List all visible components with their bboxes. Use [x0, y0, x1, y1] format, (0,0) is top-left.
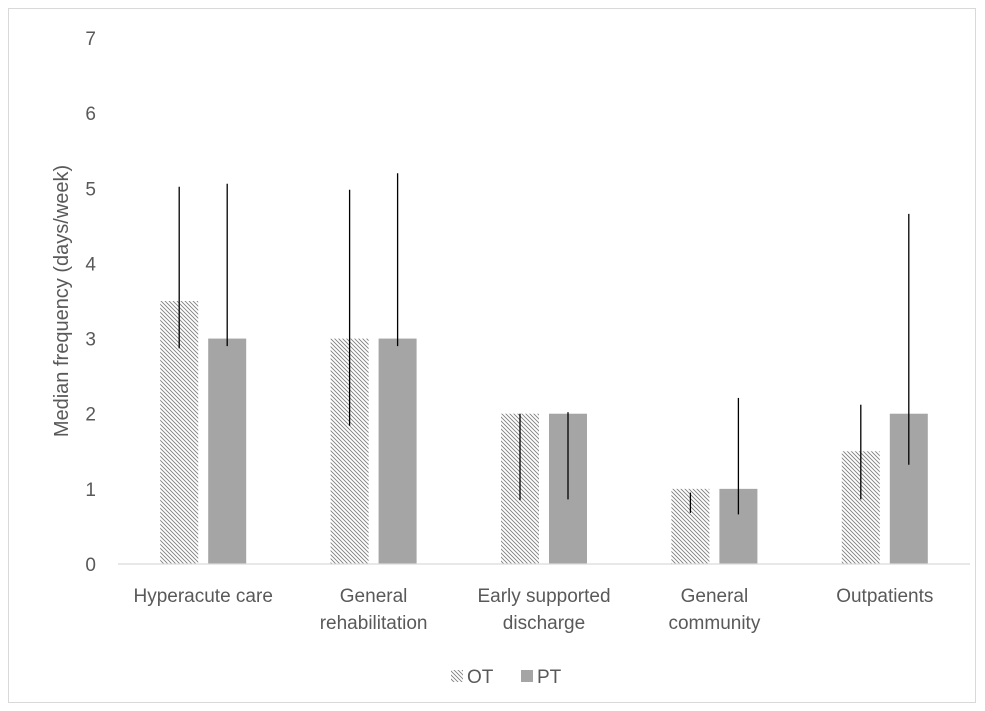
y-tick-label: 1: [85, 480, 96, 501]
error-bars-group: [178, 173, 910, 515]
y-axis-tick-labels: 0 1 2 3 4 5 6 7: [85, 29, 96, 576]
legend-swatch-pt: [521, 670, 533, 682]
x-category-label: General: [340, 586, 408, 607]
y-tick-label: 5: [85, 179, 96, 200]
bar-pt: [208, 338, 247, 564]
legend-label-pt: PT: [537, 667, 562, 688]
x-category-label: community: [668, 613, 760, 634]
y-tick-label: 6: [85, 104, 96, 125]
legend-label-ot: OT: [467, 667, 494, 688]
x-category-label: General: [681, 586, 749, 607]
chart-frame: [8, 8, 976, 703]
x-category-label: Hyperacute care: [133, 586, 272, 607]
y-axis-label: Median frequency (days/week): [51, 165, 73, 437]
y-tick-label: 4: [85, 254, 96, 275]
y-tick-label: 3: [85, 330, 96, 351]
y-tick-label: 7: [85, 29, 96, 50]
legend: OT PT: [451, 667, 562, 688]
y-tick-label: 0: [85, 555, 96, 576]
legend-swatch-ot: [451, 670, 463, 682]
bar-pt: [378, 338, 417, 564]
bars-group: [160, 301, 928, 564]
x-category-label: rehabilitation: [320, 613, 428, 634]
x-category-label: Early supported: [477, 586, 610, 607]
y-tick-label: 2: [85, 405, 96, 426]
x-category-label: discharge: [503, 613, 585, 634]
x-category-label: Outpatients: [836, 586, 933, 607]
x-axis-category-labels: Hyperacute care General rehabilitation Earl…: [133, 586, 933, 634]
